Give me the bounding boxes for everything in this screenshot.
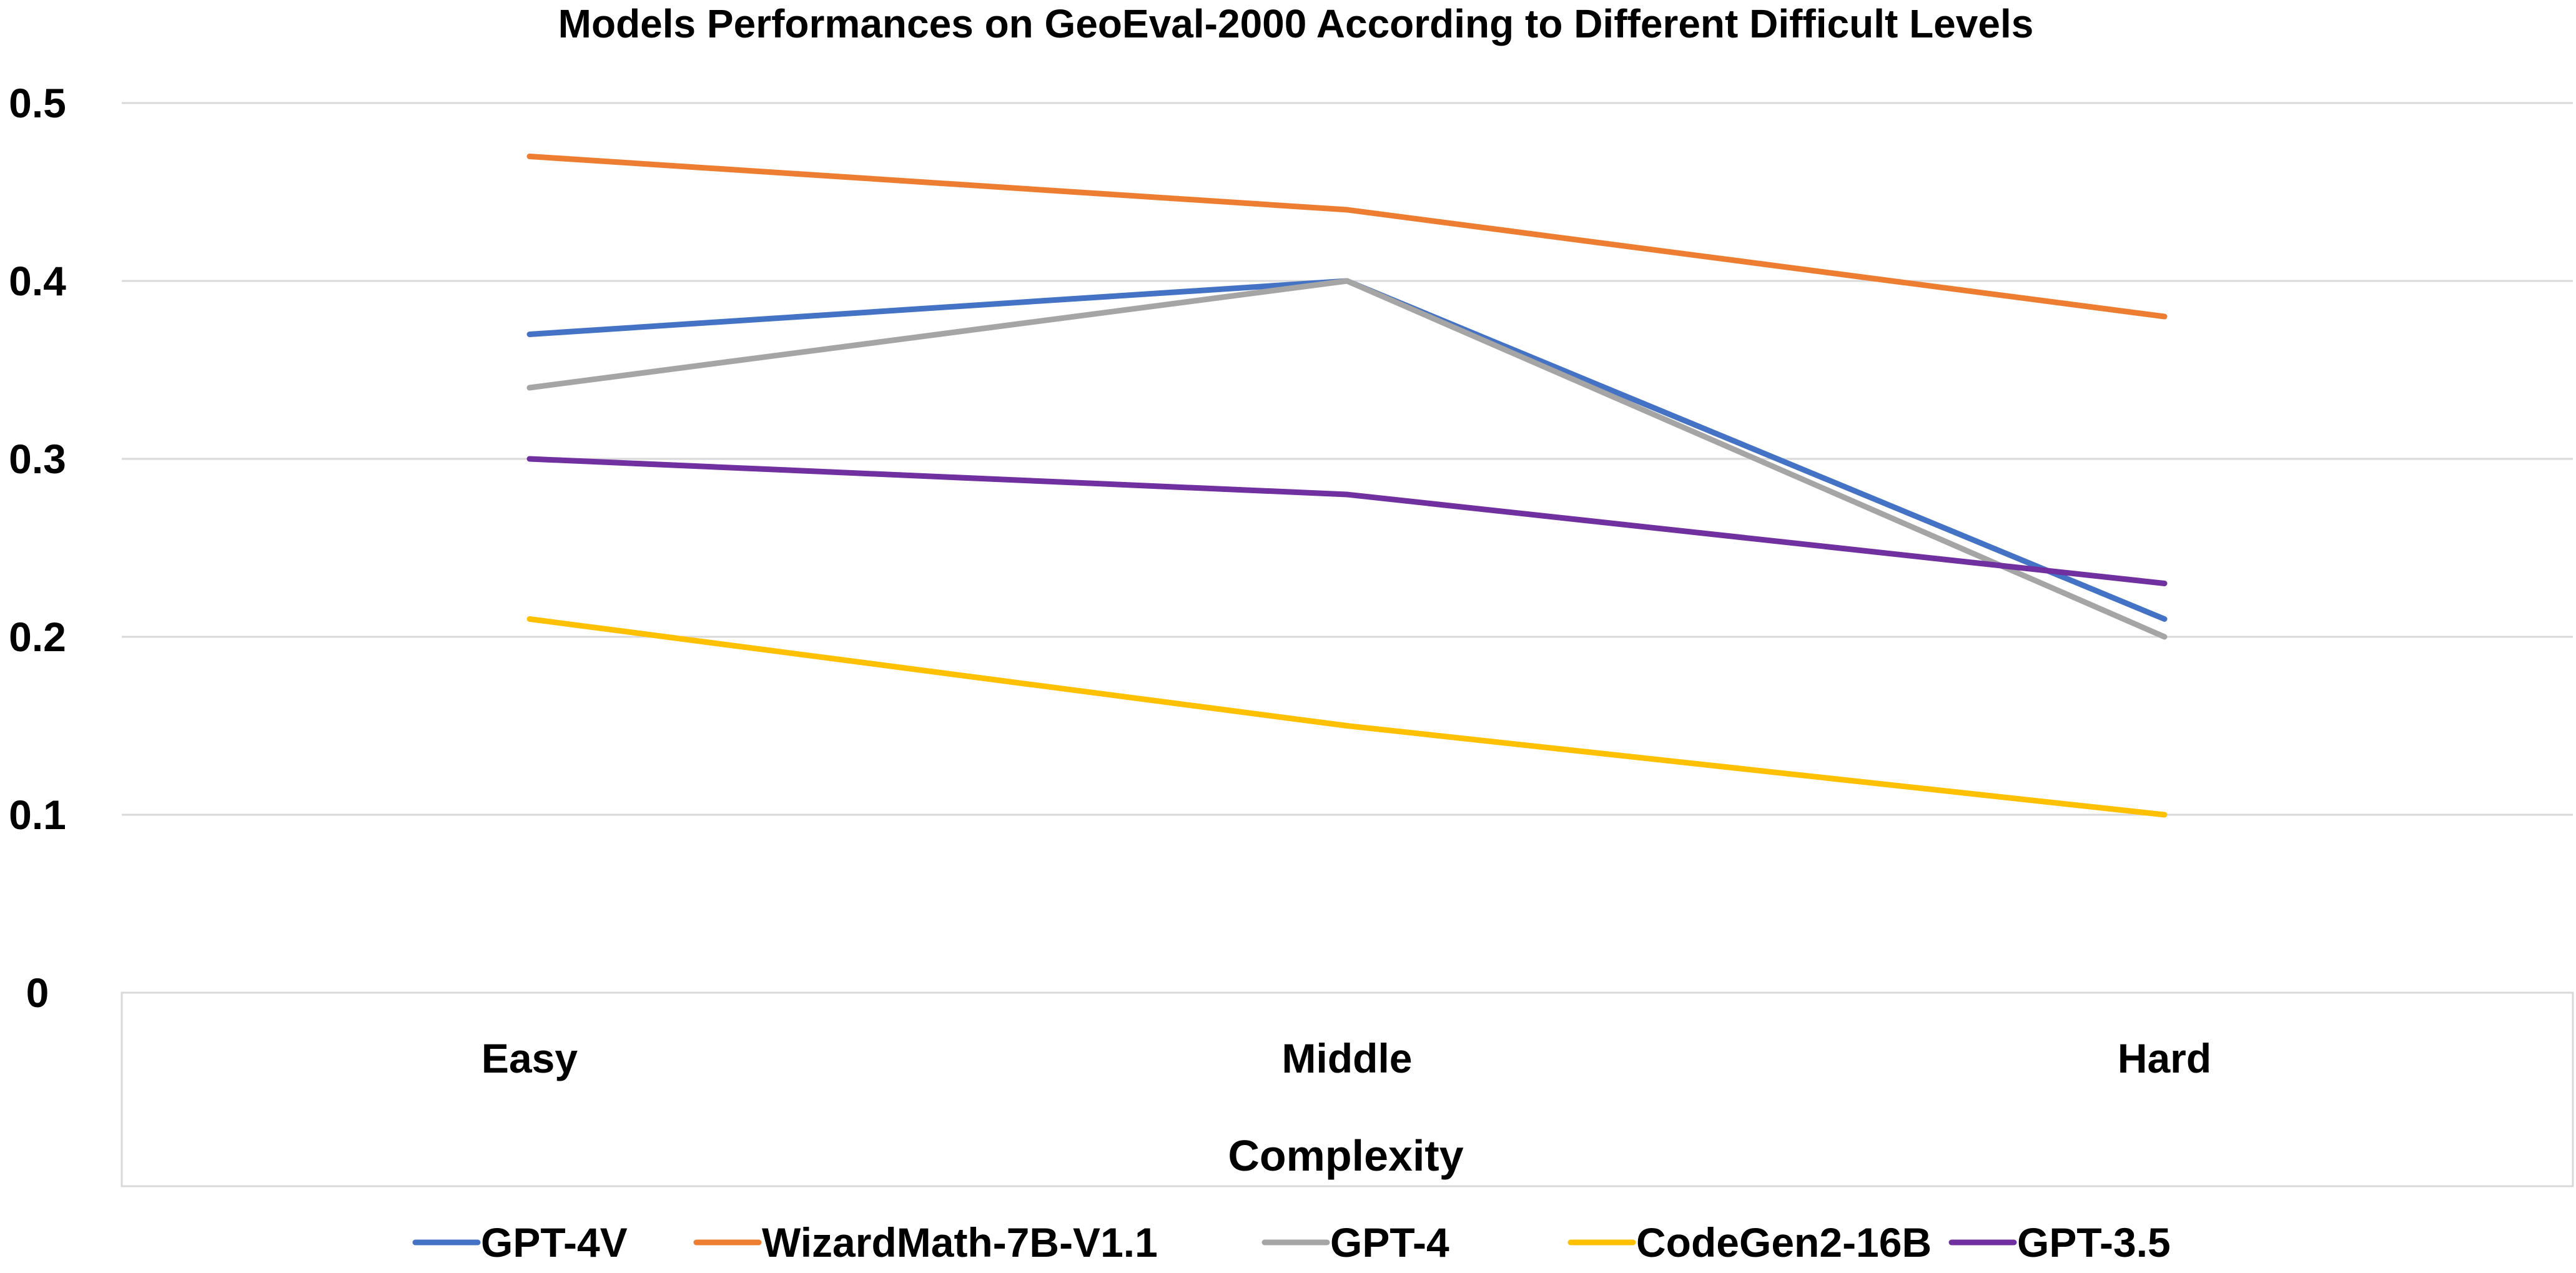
plot-area-frame bbox=[121, 991, 2574, 1187]
x-axis-ticks: Easy Middle Hard bbox=[481, 1035, 2211, 1081]
series-line-gpt-3-5 bbox=[526, 456, 2168, 586]
x-tick-label: Middle bbox=[1282, 1035, 1413, 1081]
chart-title: Models Performances on GeoEval-2000 Acco… bbox=[558, 1, 2034, 46]
series-line-gpt-4 bbox=[526, 278, 2168, 640]
y-tick-label: 0.1 bbox=[9, 792, 66, 838]
x-axis-title: Complexity bbox=[1228, 1131, 1463, 1180]
y-tick-label: 0 bbox=[26, 970, 49, 1016]
y-tick-label: 0.5 bbox=[9, 80, 66, 126]
y-tick-label: 0.2 bbox=[9, 614, 66, 660]
legend-label: CodeGen2-16B bbox=[1636, 1219, 1932, 1266]
y-tick-label: 0.3 bbox=[9, 436, 66, 482]
series-lines bbox=[526, 154, 2168, 818]
series-line-wizardmath-7b-v1-1 bbox=[526, 154, 2168, 320]
series-line-codegen2-16b bbox=[526, 616, 2168, 818]
legend: GPT-4V WizardMath-7B-V1.1 GPT-4 CodeGen2-16… bbox=[412, 1219, 2171, 1266]
series-line-gpt-4v bbox=[526, 278, 2168, 622]
legend-label: WizardMath-7B-V1.1 bbox=[762, 1219, 1158, 1266]
y-axis-ticks: 0 0.1 0.2 0.3 0.4 0.5 bbox=[9, 80, 66, 1016]
y-tick-label: 0.4 bbox=[9, 258, 66, 304]
x-tick-label: Hard bbox=[2118, 1035, 2211, 1081]
legend-label: GPT-4V bbox=[481, 1219, 628, 1266]
legend-label: GPT-3.5 bbox=[2017, 1219, 2171, 1266]
legend-label: GPT-4 bbox=[1330, 1219, 1449, 1266]
x-tick-label: Easy bbox=[481, 1035, 578, 1081]
